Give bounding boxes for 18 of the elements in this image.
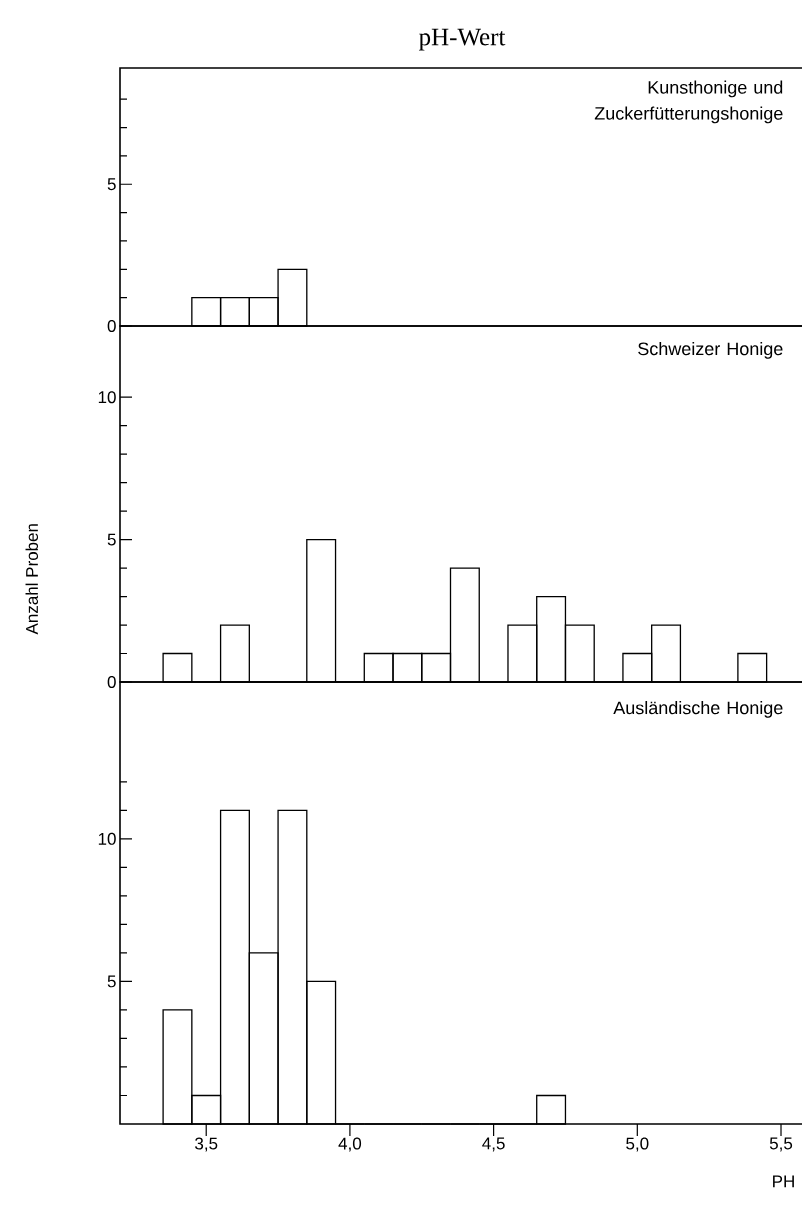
- y-tick-label: 0: [107, 675, 116, 689]
- y-tick-label: 10: [98, 391, 116, 404]
- x-tick-label: 3,5: [195, 1137, 218, 1152]
- x-tick-label: 5,0: [626, 1137, 649, 1152]
- y-tick-label: 5: [107, 178, 116, 191]
- chart-title: pH-Wert: [418, 28, 506, 51]
- y-tick-label: 5: [107, 533, 116, 546]
- x-axis-title: PH: [773, 1175, 794, 1188]
- x-tick-label: 5,5: [769, 1137, 793, 1152]
- y-tick-label: 10: [98, 832, 116, 845]
- annotation: Schweizer Honige: [638, 341, 783, 359]
- x-tick-label: 4,0: [338, 1137, 362, 1152]
- y-tick-label: 5: [107, 975, 116, 988]
- y-tick-label: 0: [107, 319, 116, 333]
- x-tick-label: 4,5: [482, 1137, 505, 1152]
- annotation: Kunsthonige und Zuckerfütterungshonige: [594, 80, 783, 124]
- y-axis-title: Anzahl Proben: [25, 524, 39, 635]
- annotation: Ausländische Honige: [613, 700, 783, 718]
